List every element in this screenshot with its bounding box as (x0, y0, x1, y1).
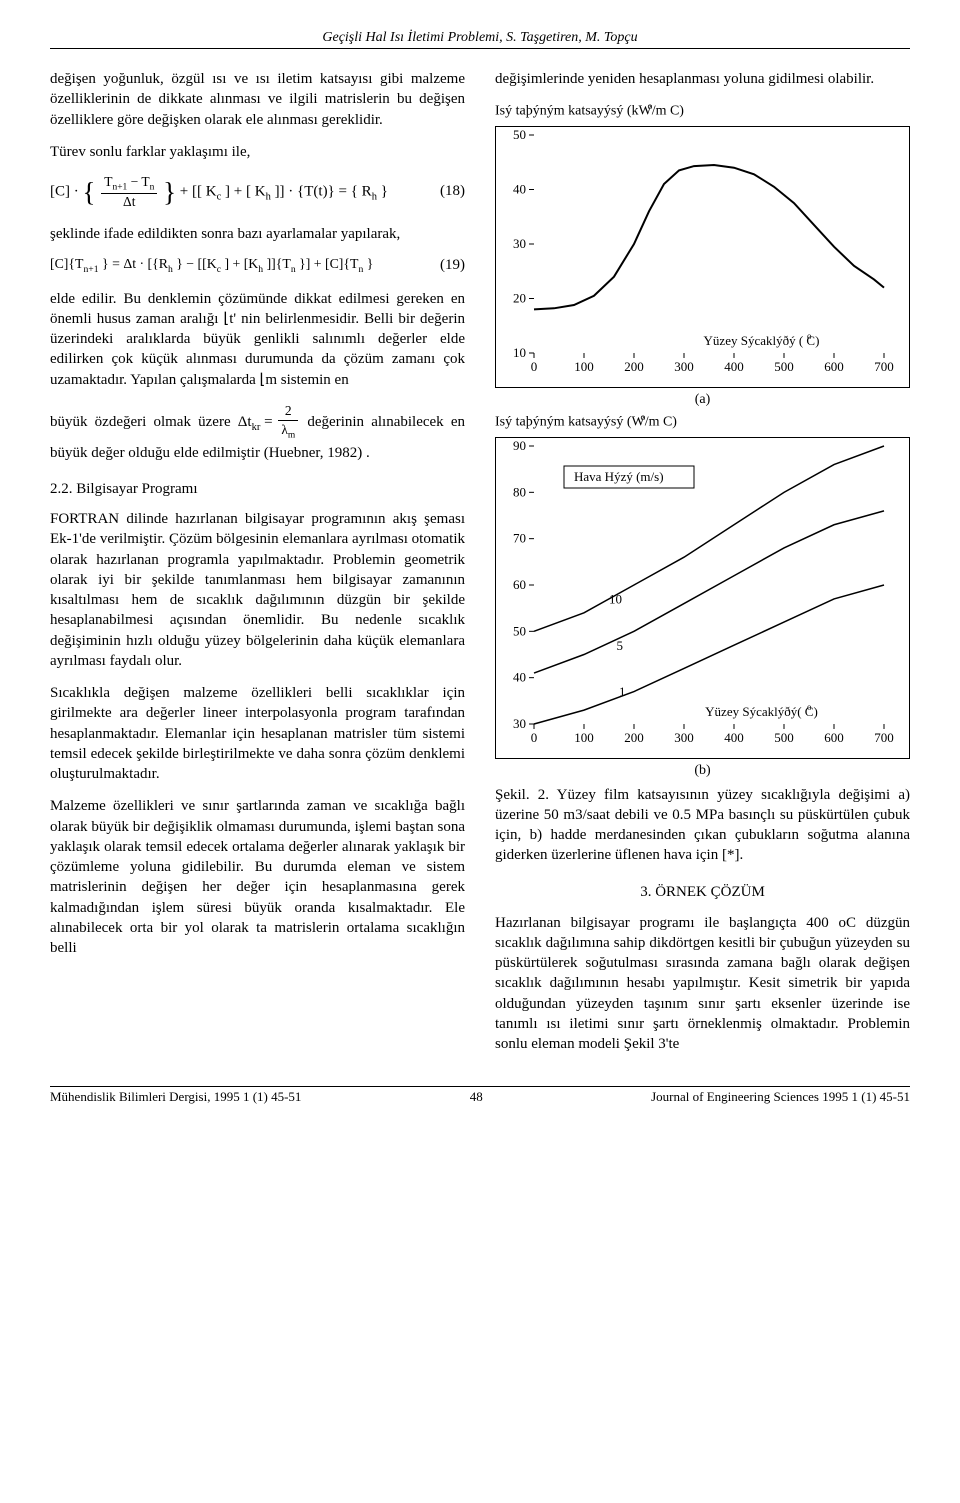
eq18-number: (18) (425, 183, 465, 200)
svg-text:o: o (807, 702, 812, 712)
equation-18: [C] · { Tn+1 − Tn Δt } + [[ Kc ] + [ Kh … (50, 174, 465, 210)
section-3-title: 3. ÖRNEK ÇÖZÜM (495, 884, 910, 901)
svg-text:10: 10 (609, 591, 622, 606)
chart-b-title: Isý taþýným katsayýsý (W/m C) o (495, 412, 910, 431)
page-footer: Mühendislik Bilimleri Dergisi, 1995 1 (1… (50, 1086, 910, 1105)
page-header: Geçişli Hal Isı İletimi Problemi, S. Taş… (50, 30, 910, 49)
left-p5: FORTRAN dilinde hazırlanan bilgisayar pr… (50, 509, 465, 671)
footer-right: Journal of Engineering Sciences 1995 1 (… (651, 1089, 910, 1105)
eq19-number: (19) (425, 257, 465, 274)
svg-text:0: 0 (531, 359, 538, 374)
left-p2: Türev sonlu farklar yaklaşımı ile, (50, 142, 465, 162)
right-p1: değişimlerinde yeniden hesaplanması yolu… (495, 69, 910, 89)
svg-text:o: o (807, 331, 812, 341)
chart-b-sublabel: (b) (495, 763, 910, 779)
svg-text:30: 30 (513, 716, 526, 731)
svg-text:Hava Hýzý (m/s): Hava Hýzý (m/s) (574, 469, 664, 484)
svg-text:80: 80 (513, 484, 526, 499)
figure-2-caption: Şekil. 2. Yüzey film katsayısının yüzey … (495, 785, 910, 866)
equation-19: [C]{Tn+1 } = Δt · [{Rh } − [[Kc ] + [Kh … (50, 256, 465, 275)
chart-a-sublabel: (a) (495, 392, 910, 408)
svg-text:100: 100 (574, 730, 594, 745)
svg-text:40: 40 (513, 669, 526, 684)
left-p6: Sıcaklıkla değişen malzeme özellikleri b… (50, 683, 465, 784)
svg-text:40: 40 (513, 181, 526, 196)
svg-text:0: 0 (531, 730, 538, 745)
footer-left: Mühendislik Bilimleri Dergisi, 1995 1 (1… (50, 1089, 301, 1105)
svg-text:500: 500 (774, 730, 794, 745)
svg-text:600: 600 (824, 359, 844, 374)
svg-text:200: 200 (624, 359, 644, 374)
chart-b: 30 40 50 60 70 80 90 0 100 200 300 400 500 600 700 Yüze… (495, 437, 910, 759)
svg-text:50: 50 (513, 623, 526, 638)
svg-text:60: 60 (513, 577, 526, 592)
chart-a-title: Isý taþýným katsayýsý (kW/m C) o (495, 101, 910, 120)
svg-text:700: 700 (874, 359, 894, 374)
left-p4b: büyük özdeğeri olmak üzere Δtkr = 2λm de… (50, 402, 465, 463)
svg-text:400: 400 (724, 359, 744, 374)
chart-a: 10203040500100200300400500600700Yüzey Sý… (495, 126, 910, 388)
svg-text:300: 300 (674, 730, 694, 745)
svg-text:1: 1 (619, 684, 626, 699)
footer-page-number: 48 (470, 1089, 483, 1105)
right-p2: Hazırlanan bilgisayar programı ile başla… (495, 913, 910, 1055)
svg-text:500: 500 (774, 359, 794, 374)
svg-text:100: 100 (574, 359, 594, 374)
svg-text:Yüzey Sýcaklýðý( C): Yüzey Sýcaklýðý( C) (705, 704, 818, 719)
left-p3: şeklinde ifade edildikten sonra bazı aya… (50, 224, 465, 244)
left-p1: değişen yoğunluk, özgül ısı ve ısı ileti… (50, 69, 465, 130)
svg-text:400: 400 (724, 730, 744, 745)
svg-text:Yüzey Sýcaklýðý ( C): Yüzey Sýcaklýðý ( C) (704, 333, 820, 348)
svg-text:20: 20 (513, 290, 526, 305)
svg-text:300: 300 (674, 359, 694, 374)
subsection-2-2: 2.2. Bilgisayar Programı (50, 479, 465, 499)
svg-text:200: 200 (624, 730, 644, 745)
svg-text:70: 70 (513, 530, 526, 545)
svg-text:90: 90 (513, 438, 526, 453)
left-p7: Malzeme özellikleri ve sınır şartlarında… (50, 796, 465, 958)
svg-text:10: 10 (513, 345, 526, 360)
svg-text:5: 5 (617, 637, 624, 652)
svg-text:600: 600 (824, 730, 844, 745)
left-p4: elde edilir. Bu denklemin çözümünde dikk… (50, 289, 465, 390)
svg-text:30: 30 (513, 236, 526, 251)
svg-text:700: 700 (874, 730, 894, 745)
svg-text:50: 50 (513, 127, 526, 142)
